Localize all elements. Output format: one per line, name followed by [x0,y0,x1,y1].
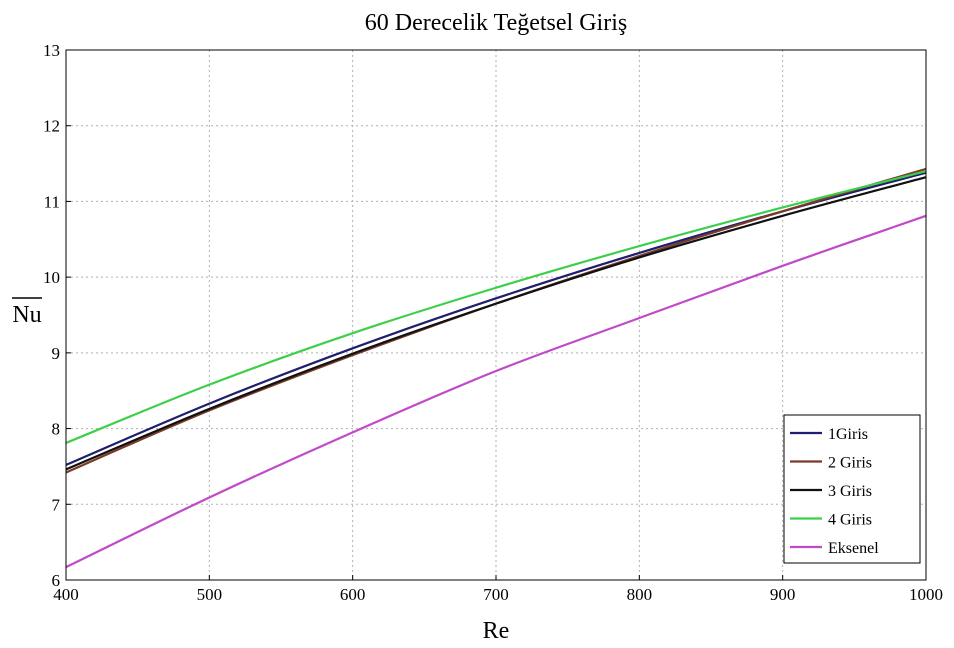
y-axis-label-group: Nu [12,297,42,328]
y-tick-label: 12 [43,117,60,136]
y-tick-label: 10 [43,268,60,287]
y-tick-label: 8 [52,420,61,439]
y-tick-label: 6 [52,571,61,590]
legend-entry-label: Eksenel [828,540,879,557]
legend-entry-label: 4 Giris [828,512,872,529]
series-group [65,167,927,569]
series-line-4-giris [65,170,927,444]
x-tick-label: 800 [627,585,653,604]
legend-entry-label: 3 Giris [828,483,872,500]
x-tick-label: 1000 [909,585,943,604]
y-tick-label: 13 [43,41,60,60]
tick-labels: 400 500 600 700 800 900 1000 6 7 8 9 10 11 12 13 [43,41,943,604]
x-tick-label: 600 [340,585,366,604]
x-tick-label: 400 [53,585,79,604]
y-axis-label: Nu [12,302,41,328]
x-tick-label: 900 [770,585,796,604]
legend-entry-label: 1Giris [828,426,868,443]
legend: 1Giris 2 Giris 3 Giris 4 Giris Eksenel [783,414,921,564]
grid [66,50,926,580]
series-line-3-giris [65,176,927,471]
chart-title: 60 Derecelik Teğetsel Giriş [365,10,627,36]
legend-entry-label: 2 Giris [828,455,872,472]
y-tick-label: 11 [44,192,60,211]
series-line-eksenel [65,214,927,569]
x-axis-label: Re [483,618,510,644]
y-tick-label: 9 [52,344,61,363]
x-tick-label: 700 [483,585,509,604]
x-tick-label: 500 [197,585,223,604]
y-tick-label: 7 [52,495,61,514]
